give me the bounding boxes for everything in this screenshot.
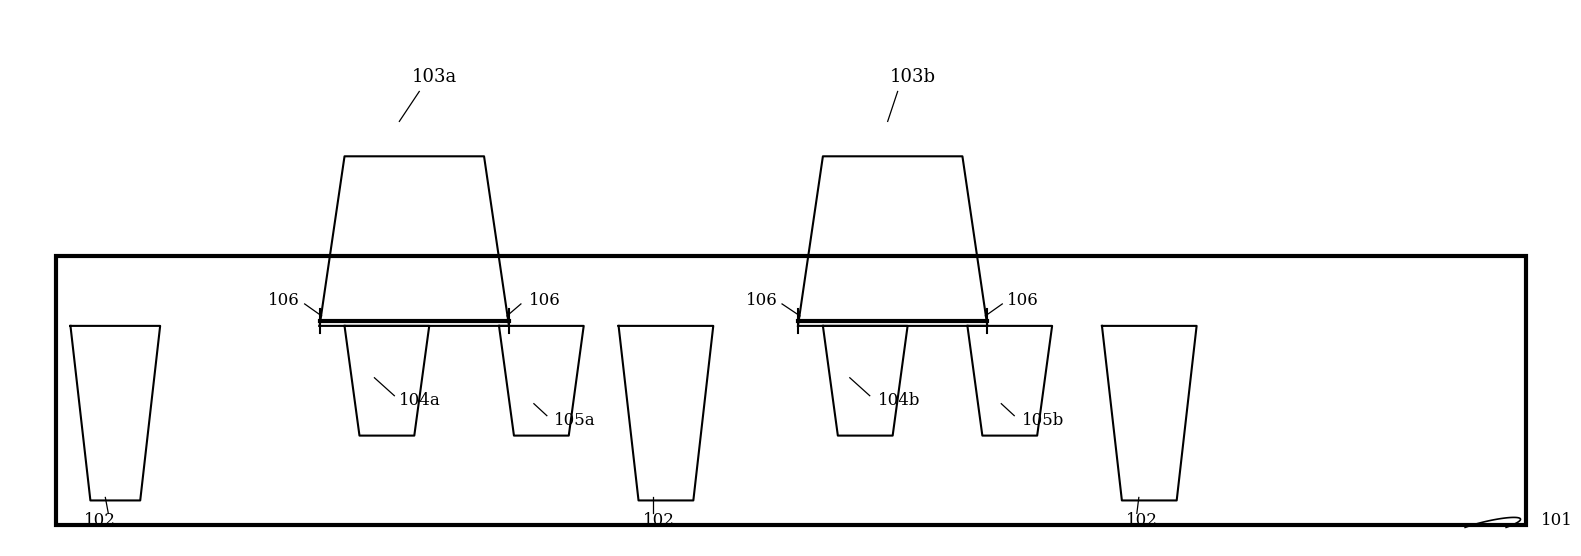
Text: 102: 102 — [642, 512, 675, 529]
Text: 106: 106 — [746, 292, 778, 310]
Text: 106: 106 — [1007, 292, 1039, 310]
Text: 106: 106 — [530, 292, 561, 310]
Text: 101: 101 — [1540, 512, 1573, 529]
Bar — [55, 256, 1526, 525]
Text: 102: 102 — [1126, 512, 1157, 529]
Text: 106: 106 — [267, 292, 300, 310]
Text: 105b: 105b — [1023, 412, 1064, 429]
Text: 105a: 105a — [553, 412, 596, 429]
Text: 104b: 104b — [877, 392, 920, 409]
Text: 104a: 104a — [400, 392, 441, 409]
Text: 102: 102 — [84, 512, 117, 529]
Text: 103a: 103a — [411, 67, 457, 86]
Text: 103b: 103b — [890, 67, 936, 86]
